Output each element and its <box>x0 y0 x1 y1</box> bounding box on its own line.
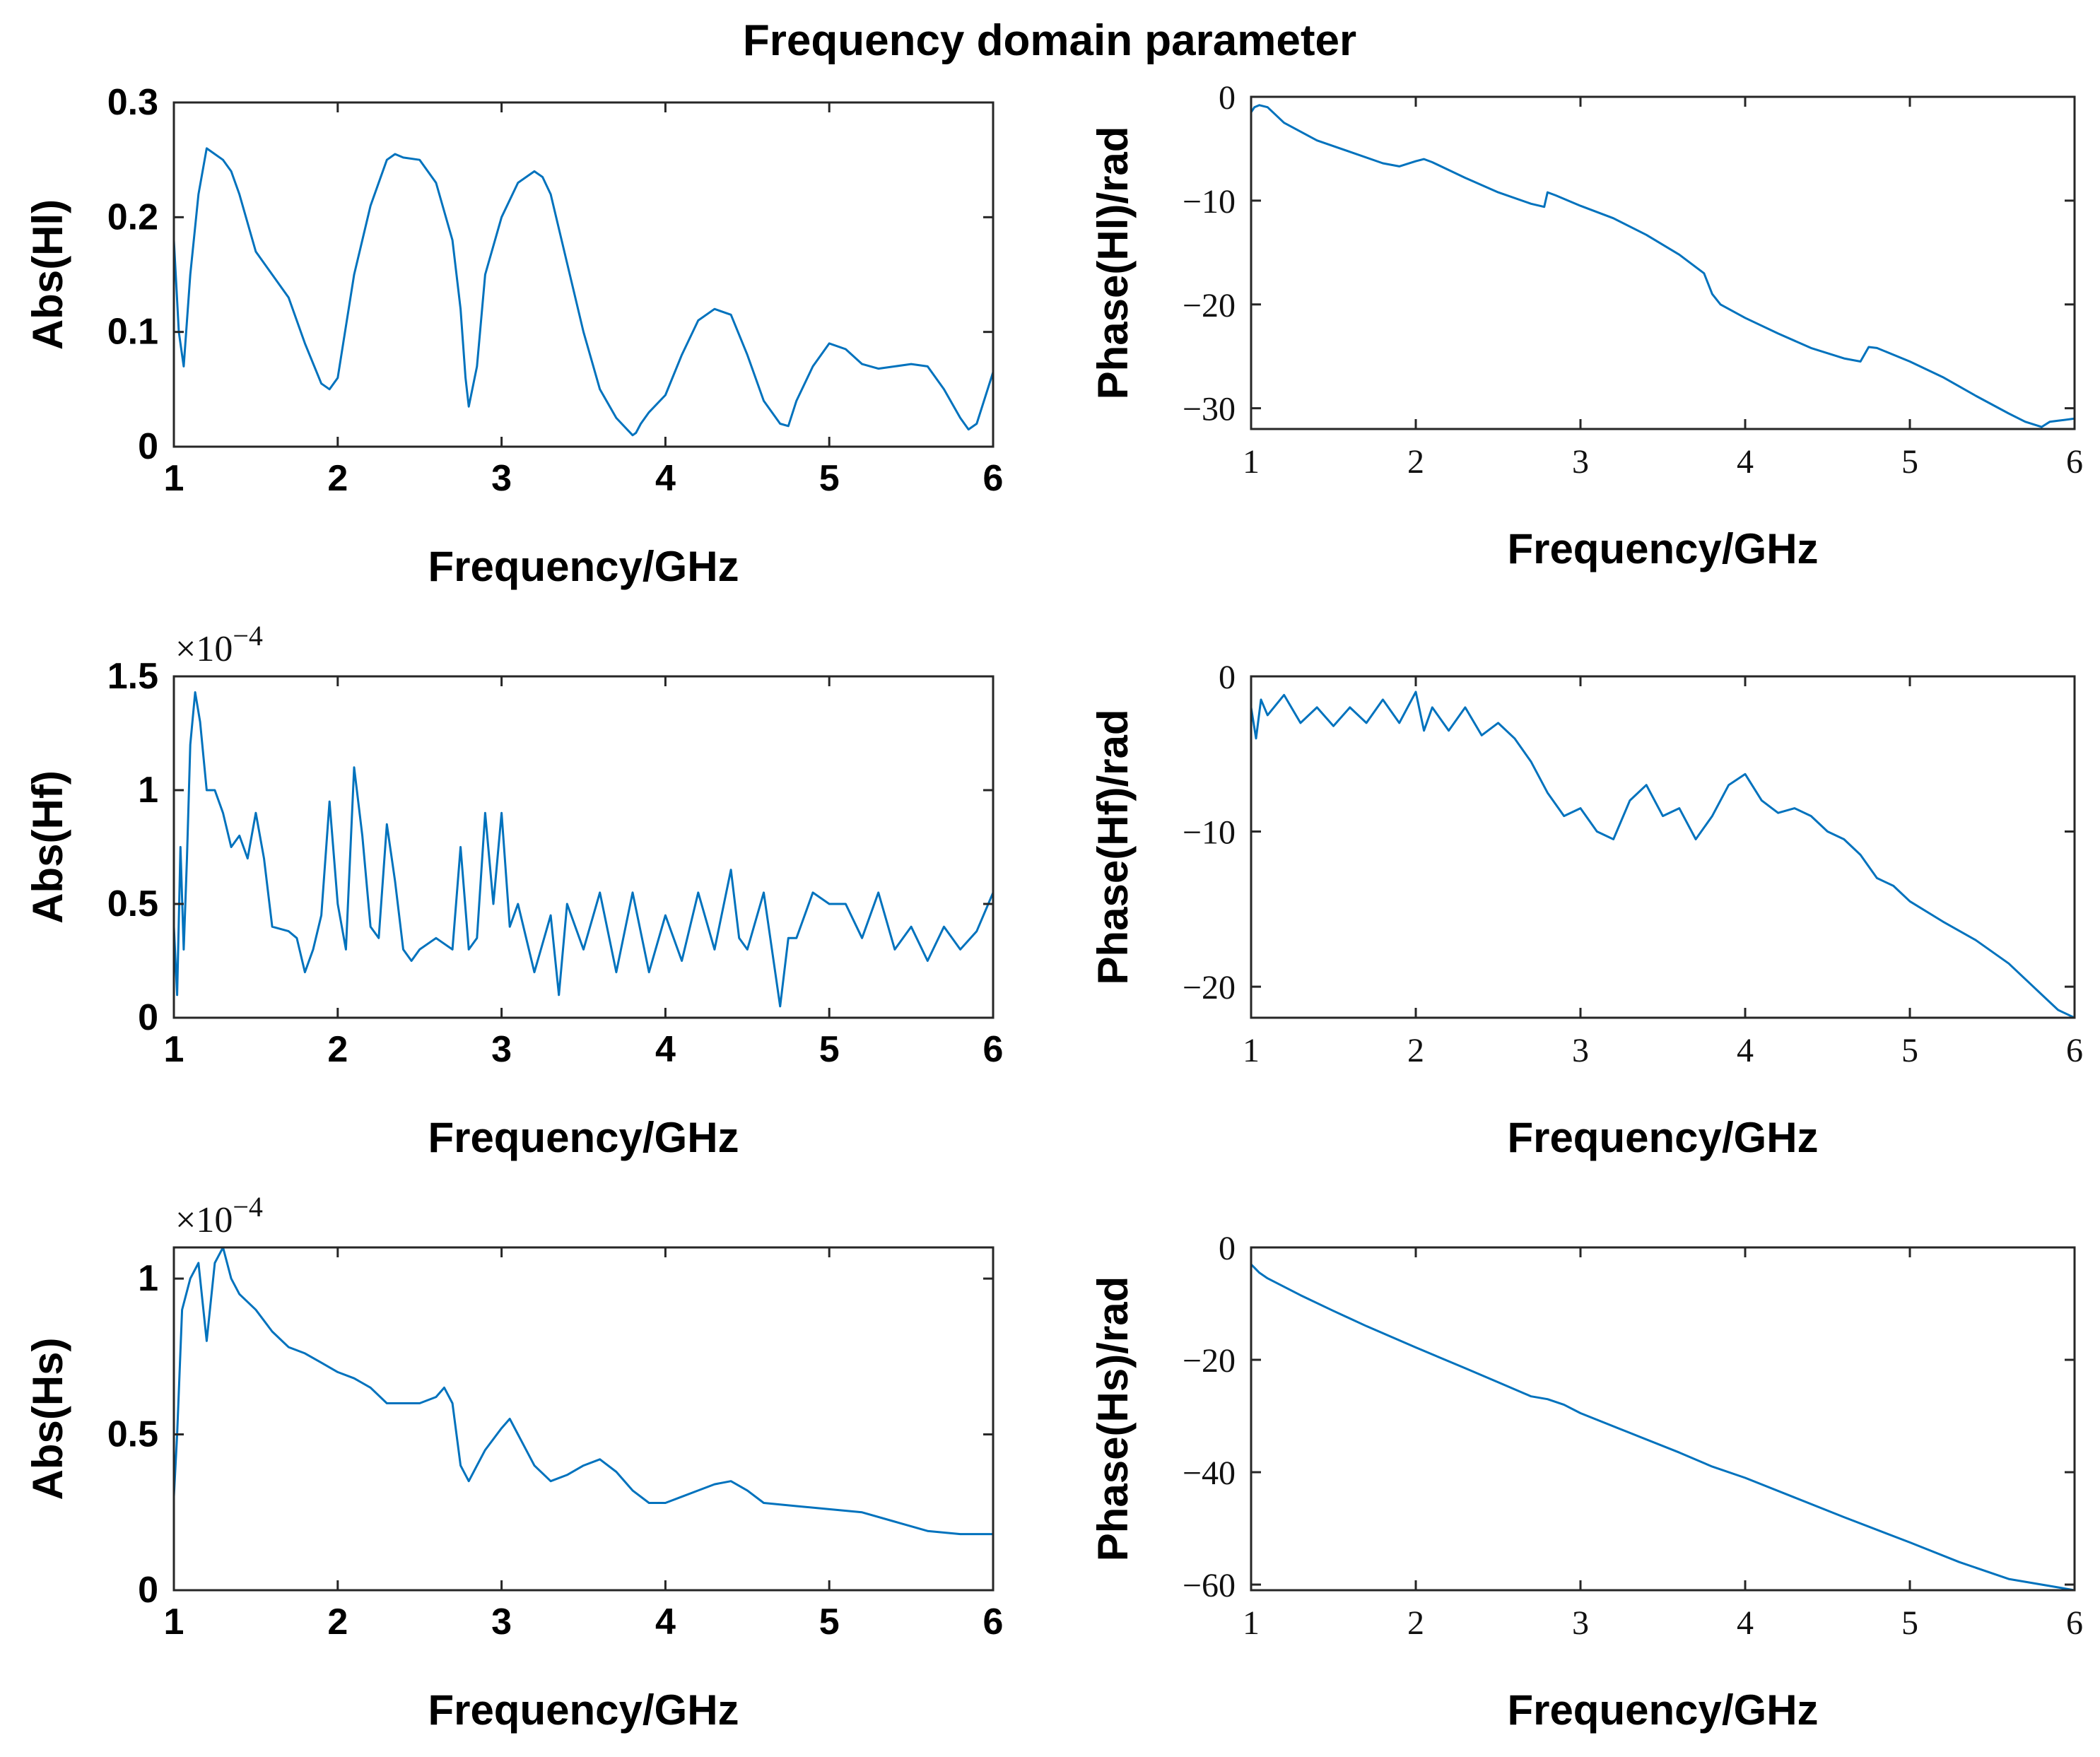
chart-phase-hl: 1 2 3 4 5 6 −30 −20 −10 0 Frequency/GHz Phase(Hl)/r… <box>1089 79 2083 572</box>
x-tick-label: 1 <box>1243 443 1260 481</box>
x-tick-label: 3 <box>1572 443 1589 481</box>
axes-box <box>1250 95 2076 430</box>
axes-box <box>1250 1246 2076 1592</box>
series-line <box>174 147 993 437</box>
x-tick-label: 6 <box>2066 1032 2083 1069</box>
series-line <box>174 1247 993 1536</box>
y-tick-label: −60 <box>1183 1567 1236 1604</box>
x-tick-label: 3 <box>1572 1604 1589 1642</box>
x-tick-label: 4 <box>1737 1604 1754 1642</box>
x-tick-label: 2 <box>1407 1032 1424 1069</box>
x-tick-label: 1 <box>164 1029 184 1070</box>
y-tick-label: 0 <box>1219 79 1236 117</box>
x-tick-label: 5 <box>819 458 840 499</box>
x-tick-label: 5 <box>819 1029 840 1070</box>
x-tick-label: 1 <box>1243 1604 1260 1642</box>
y-tick-label: 0.1 <box>107 312 158 353</box>
x-tick-label: 3 <box>1572 1032 1589 1069</box>
x-tick-label: 4 <box>1737 443 1754 481</box>
y-tick-label: −20 <box>1183 1342 1236 1380</box>
chart-phase-hf: 1 2 3 4 5 6 −20 −10 0 Frequency/GHz Phase(Hf)/rad <box>1089 659 2083 1161</box>
y-axis-label: Phase(Hf)/rad <box>1089 709 1137 985</box>
plot-area <box>1251 1247 2075 1590</box>
y-tick-label: 0.2 <box>107 196 158 237</box>
x-tick-label: 3 <box>491 1602 512 1643</box>
x-axis-label: Frequency/GHz <box>428 1114 739 1161</box>
y-tick-label: 0 <box>138 426 158 467</box>
y-tick-label: −10 <box>1183 814 1236 852</box>
plot-area <box>174 102 993 447</box>
x-tick-label: 2 <box>327 1029 348 1070</box>
x-tick-label: 1 <box>164 458 184 499</box>
x-tick-label: 4 <box>655 1029 676 1070</box>
figure-title: Frequency domain parameter <box>743 16 1356 65</box>
y-axis-label: Phase(Hs)/rad <box>1089 1276 1137 1561</box>
y-tick-label: −20 <box>1183 287 1236 324</box>
y-tick-label: 0 <box>1219 1230 1236 1267</box>
exponent-label: ×10−4 <box>175 620 263 669</box>
x-tick-label: 4 <box>1737 1032 1754 1069</box>
y-tick-label: 0.5 <box>107 1414 158 1455</box>
y-tick-label: 0.3 <box>107 82 158 123</box>
x-tick-label: 4 <box>655 1602 676 1643</box>
x-tick-label: 1 <box>164 1602 184 1643</box>
chart-abs-hs: 1 2 3 4 5 6 0 0.5 1 ×10−4 Frequency/GHz Abs(Hs) <box>24 1191 1003 1734</box>
axes-box <box>172 675 995 1019</box>
x-tick-label: 2 <box>327 458 348 499</box>
series-line <box>1251 1263 2075 1590</box>
y-tick-label: −20 <box>1183 969 1236 1006</box>
x-tick-label: 1 <box>1243 1032 1260 1069</box>
x-tick-label: 5 <box>819 1602 840 1643</box>
x-tick-label: 3 <box>491 458 512 499</box>
y-tick-label: −30 <box>1183 391 1236 428</box>
x-tick-label: 6 <box>983 1029 1004 1070</box>
y-tick-label: 1 <box>138 1258 158 1299</box>
x-tick-label: 2 <box>1407 443 1424 481</box>
axes-box <box>1250 675 2076 1019</box>
chart-phase-hs: 1 2 3 4 5 6 −60 −40 −20 0 Frequency/GHz Phase(Hs)/r… <box>1089 1230 2083 1734</box>
y-tick-label: 1 <box>138 770 158 811</box>
axes-box <box>172 1246 995 1592</box>
x-tick-label: 6 <box>2066 443 2083 481</box>
y-axis-label: Abs(Hs) <box>24 1337 71 1500</box>
y-axis-label: Phase(Hl)/rad <box>1089 127 1137 400</box>
x-tick-label: 6 <box>983 1602 1004 1643</box>
x-tick-label: 5 <box>1901 1604 1918 1642</box>
y-tick-label: 0 <box>138 997 158 1038</box>
chart-abs-hf: 1 2 3 4 5 6 0 0.5 1 1.5 ×10−4 Frequency/GHz Abs(Hf) <box>24 620 1003 1161</box>
series-line <box>174 691 993 1008</box>
plot-area <box>1251 676 2075 1018</box>
x-tick-label: 6 <box>2066 1604 2083 1642</box>
y-axis-label: Abs(Hl) <box>24 199 71 350</box>
x-tick-label: 5 <box>1901 1032 1918 1069</box>
y-tick-label: 0 <box>1219 659 1236 696</box>
x-tick-label: 4 <box>655 458 676 499</box>
x-tick-label: 2 <box>327 1602 348 1643</box>
y-axis-label: Abs(Hf) <box>24 770 71 924</box>
y-tick-label: 1.5 <box>107 656 158 697</box>
y-tick-label: 0 <box>138 1570 158 1611</box>
series-line <box>1251 691 2075 1018</box>
plot-area <box>174 676 993 1018</box>
x-tick-label: 3 <box>491 1029 512 1070</box>
x-axis-label: Frequency/GHz <box>1507 1686 1818 1734</box>
exponent-label: ×10−4 <box>175 1191 263 1240</box>
x-tick-label: 6 <box>983 458 1004 499</box>
y-tick-label: 0.5 <box>107 883 158 924</box>
axes-box <box>172 101 995 448</box>
series-line <box>1251 104 2075 428</box>
y-tick-label: −40 <box>1183 1455 1236 1492</box>
chart-abs-hl: 1 2 3 4 5 6 0 0.1 0.2 0.3 Frequency/GHz Abs(Hl) <box>24 82 1003 590</box>
x-tick-label: 2 <box>1407 1604 1424 1642</box>
y-tick-label: −10 <box>1183 183 1236 221</box>
x-axis-label: Frequency/GHz <box>428 543 739 590</box>
x-tick-label: 5 <box>1901 443 1918 481</box>
plot-area <box>1251 97 2075 429</box>
x-axis-label: Frequency/GHz <box>1507 525 1818 572</box>
x-axis-label: Frequency/GHz <box>428 1686 739 1734</box>
x-axis-label: Frequency/GHz <box>1507 1114 1818 1161</box>
plot-area <box>174 1247 993 1590</box>
